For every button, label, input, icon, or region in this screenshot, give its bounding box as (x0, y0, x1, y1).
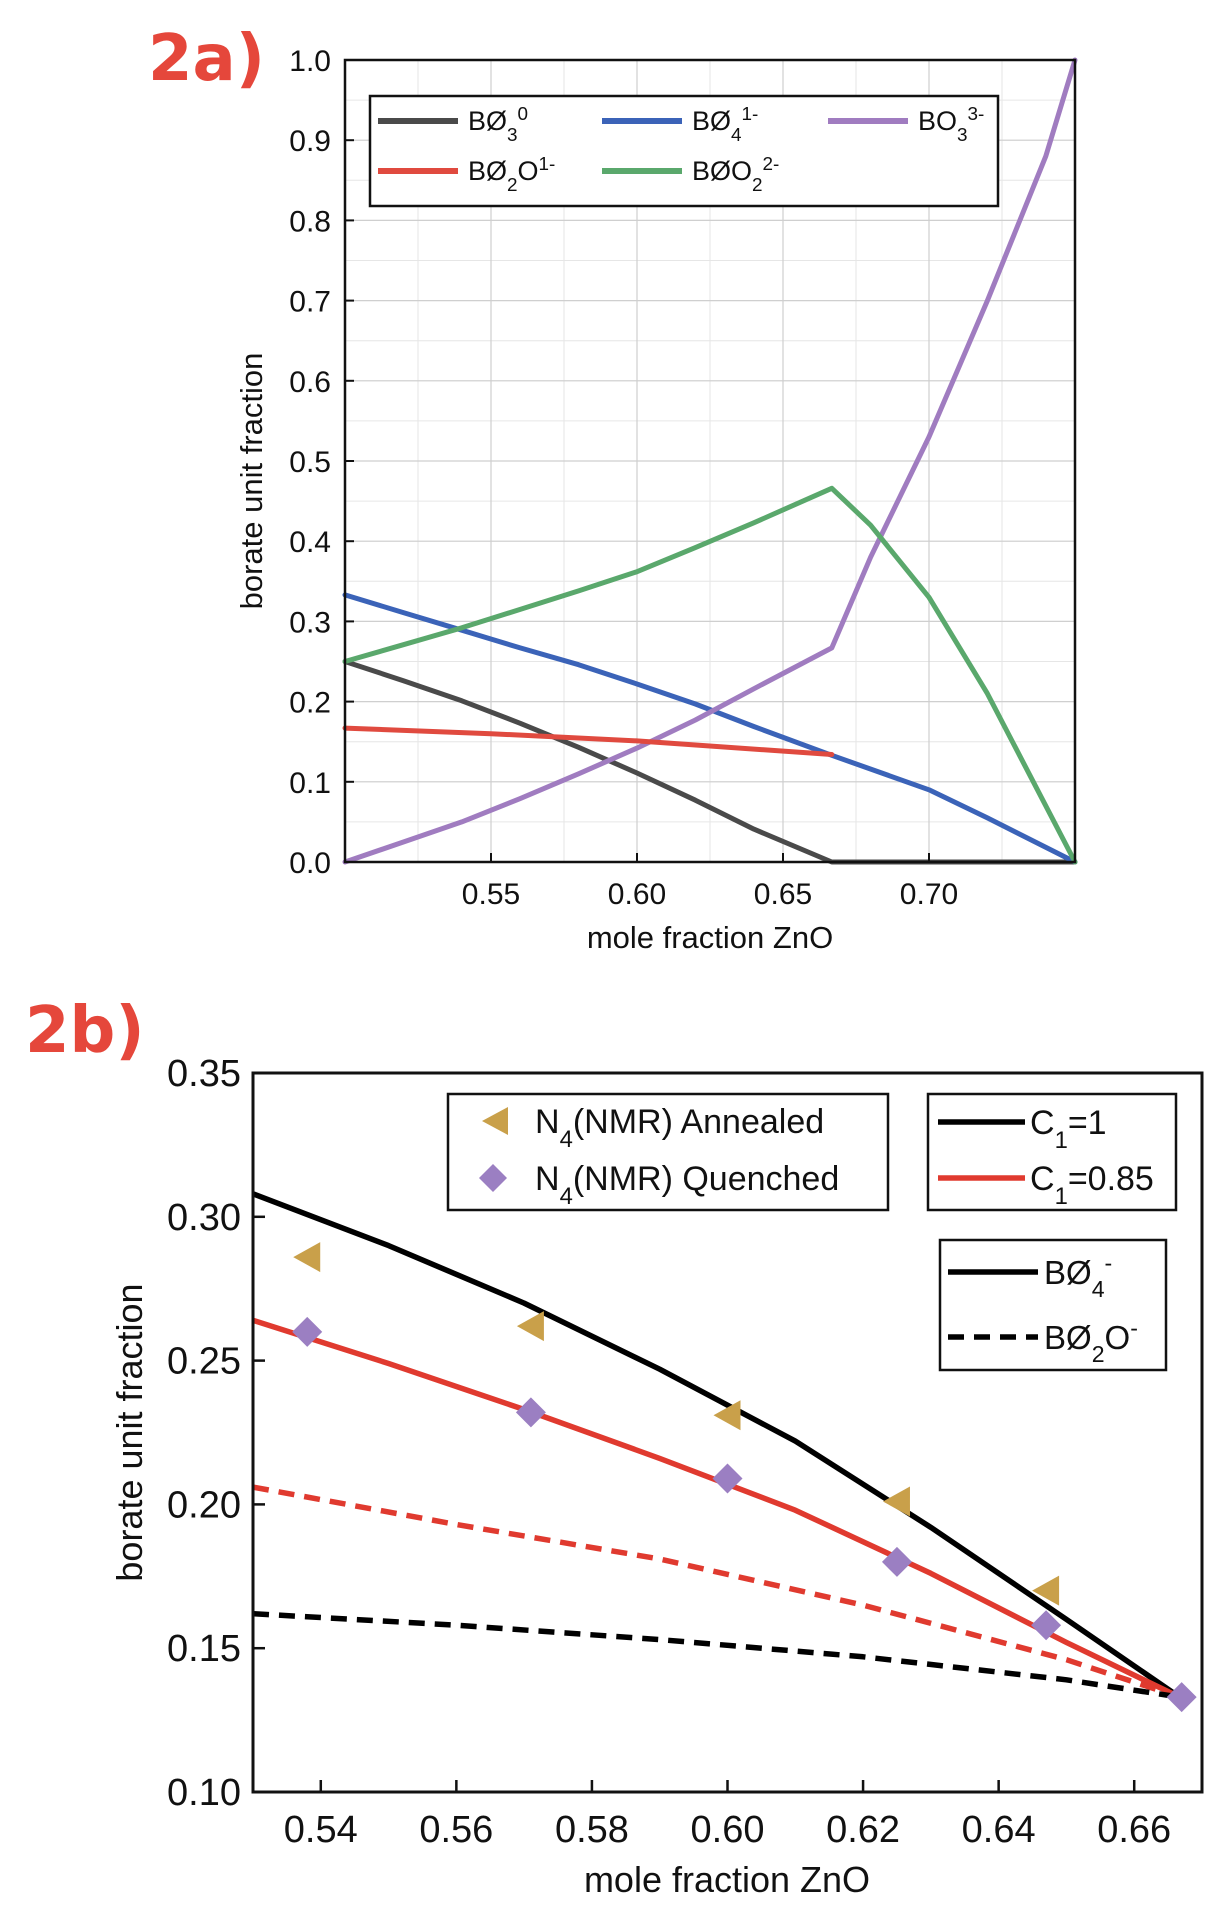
panel-2b: 0.54 0.56 0.58 0.60 0.62 0.64 0.66 0.10 0.15 0.20… (109, 1053, 1204, 1900)
series-line-2 (342, 57, 1078, 865)
x-tick-label: 0.56 (419, 1809, 493, 1851)
data-point-quenched (1031, 1610, 1062, 1641)
series-line-4 (342, 485, 1078, 865)
y-tick-label: 0.20 (167, 1484, 241, 1526)
data-point-annealed (882, 1486, 910, 1517)
legend-box-2a (368, 94, 1000, 208)
x-tick-label: 0.60 (691, 1809, 765, 1851)
x-tick-label: 0.54 (284, 1809, 358, 1851)
y-tick-label: 0.25 (167, 1341, 241, 1383)
legend-label-b4: BØ4- (1044, 1250, 1112, 1302)
y-axis-title-2b: borate unit fraction (109, 1283, 150, 1581)
x-tick-label: 0.64 (962, 1809, 1036, 1851)
y-tick-label: 0.6 (289, 366, 331, 399)
x-tick-label: 0.60 (608, 878, 666, 911)
model-line-0 (252, 1191, 1182, 1700)
y-tick-label: 0.8 (289, 205, 331, 238)
legend-box-markers (446, 1092, 890, 1212)
legend-label-quenched: N4(NMR) Quenched (535, 1160, 839, 1210)
x-tick-label: 0.66 (1097, 1809, 1171, 1851)
y-axis-title-2a: borate unit fraction (234, 353, 269, 610)
y-tick-label: 0.4 (289, 526, 331, 559)
series-line-3 (342, 725, 835, 757)
legend-marker-quenched (479, 1164, 507, 1192)
data-point-annealed (713, 1400, 741, 1431)
legend-label-c1-085: C1=0.85 (1030, 1160, 1154, 1210)
panel-2a: 0.55 0.60 0.65 0.70 0.0 0.1 0.2 0.3 0.4 0.5 0.6 0.7… (234, 45, 1078, 955)
legend-label-c1-1: C1=1 (1030, 1104, 1107, 1154)
y-tick-label: 1.0 (289, 45, 331, 78)
legend-label-2a: BØ30 (468, 104, 528, 146)
x-axis-title-2a: mole fraction ZnO (587, 920, 833, 955)
data-point-quenched (881, 1546, 912, 1577)
data-point-quenched (1166, 1682, 1197, 1713)
model-line-1 (252, 1317, 1181, 1700)
y-tick-label: 0.35 (167, 1053, 241, 1095)
data-point-quenched (515, 1397, 546, 1428)
x-tick-label: 0.55 (462, 878, 520, 911)
y-tick-label: 0.9 (289, 125, 331, 158)
legend-label-b2o: BØ2O- (1044, 1315, 1138, 1367)
y-tick-label: 0.2 (289, 687, 331, 720)
x-axis-title-2b: mole fraction ZnO (584, 1859, 870, 1900)
data-point-annealed (293, 1242, 321, 1273)
legend-label-2a: BO33- (918, 104, 984, 146)
y-tick-label: 0.7 (289, 286, 331, 319)
legend-box-styles (938, 1238, 1168, 1372)
legend-label-2a: BØ2O1- (468, 154, 555, 196)
y-tick-label: 0.3 (289, 606, 331, 639)
legend-label-2a: BØO22- (692, 154, 779, 196)
x-tick-label: 0.70 (900, 878, 958, 911)
legend-label-annealed: N4(NMR) Annealed (535, 1103, 824, 1153)
y-tick-label: 0.10 (167, 1772, 241, 1814)
y-tick-label: 0.30 (167, 1197, 241, 1239)
y-tick-label: 0.5 (289, 446, 331, 479)
legend-label-2a: BØ41- (692, 104, 758, 146)
data-point-quenched (292, 1316, 323, 1347)
y-tick-label: 0.15 (167, 1628, 241, 1670)
series-line-1 (342, 592, 1078, 865)
x-tick-label: 0.58 (555, 1809, 629, 1851)
legend-2a: BØ30 BØ41- BO33- BØ2O1- BØO22- (368, 94, 1000, 208)
data-point-annealed (1032, 1575, 1060, 1606)
y-tick-label: 0.1 (289, 767, 331, 800)
data-point-quenched (712, 1463, 743, 1494)
y-tick-label: 0.0 (289, 847, 331, 880)
legend-2b: N4(NMR) Annealed N4(NMR) Quenched C1=1 C1=0… (446, 1092, 1178, 1372)
legend-box-colors (926, 1092, 1178, 1212)
x-tick-label: 0.62 (826, 1809, 900, 1851)
model-line-3 (252, 1610, 1181, 1700)
panel-label-2b: 2b) (25, 994, 145, 1068)
legend-marker-annealed (482, 1107, 508, 1135)
x-tick-label: 0.65 (754, 878, 812, 911)
panel-label-2a: 2a) (148, 22, 265, 96)
data-point-annealed (516, 1311, 544, 1342)
